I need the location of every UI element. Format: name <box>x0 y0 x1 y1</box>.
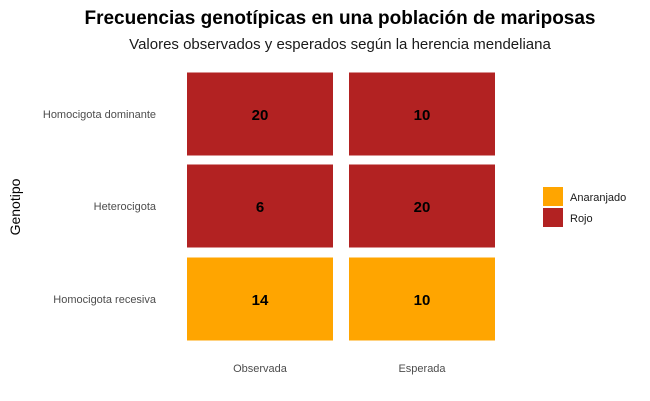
cell-value-label: 10 <box>414 107 431 124</box>
x-tick-label: Observada <box>233 363 288 375</box>
y-axis-label: Genotipo <box>7 178 23 235</box>
cell-value-label: 14 <box>252 292 269 309</box>
legend: Anaranjado Rojo <box>543 187 626 227</box>
legend-swatch <box>543 187 563 206</box>
heatmap-cell <box>187 164 333 248</box>
legend-swatch <box>543 208 563 227</box>
cell-value-label: 10 <box>414 292 431 309</box>
y-tick-label: Homocigota recesiva <box>53 294 157 306</box>
cell-value-label: 20 <box>252 107 269 124</box>
heatmap-cell <box>349 257 495 341</box>
chart-title: Frecuencias genotípicas en una población… <box>84 8 595 29</box>
legend-label: Rojo <box>570 213 593 225</box>
y-tick-labels: Homocigota dominante Heterocigota Homocigo… <box>43 109 157 306</box>
chart-subtitle: Valores observados y esperados según la … <box>129 36 551 53</box>
heatmap-cell <box>349 164 495 248</box>
heatmap-cells: 20 10 6 20 14 10 <box>187 72 495 341</box>
x-tick-label: Esperada <box>398 363 446 375</box>
legend-label: Anaranjado <box>570 192 626 204</box>
y-tick-label: Heterocigota <box>94 201 157 213</box>
cell-value-label: 20 <box>414 199 431 216</box>
y-tick-label: Homocigota dominante <box>43 109 156 121</box>
heatmap-cell <box>187 257 333 341</box>
heatmap-cell <box>349 72 495 156</box>
cell-value-label: 6 <box>256 199 264 216</box>
x-tick-labels: Observada Esperada <box>233 363 446 375</box>
heatmap-cell <box>187 72 333 156</box>
